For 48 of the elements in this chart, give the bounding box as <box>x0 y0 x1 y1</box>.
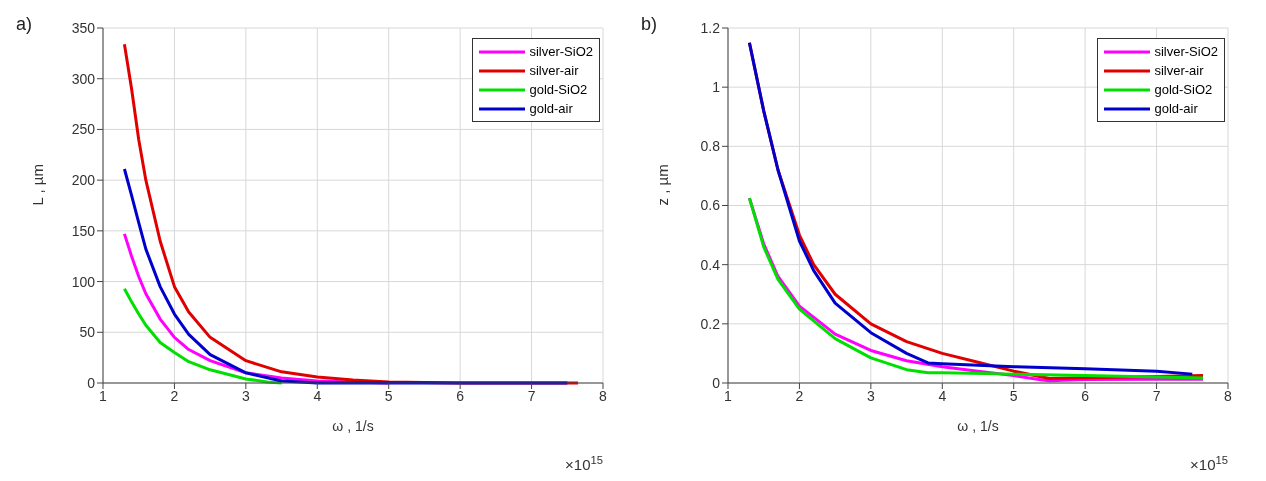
x-tick-label: 2 <box>170 387 179 404</box>
legend-label: silver-air <box>529 63 579 78</box>
chart-title: a) <box>16 14 33 34</box>
x-tick-label: 4 <box>938 387 947 404</box>
y-tick-label: 0.6 <box>700 197 721 214</box>
y-tick-label: 200 <box>71 172 96 189</box>
x-tick-label: 7 <box>1152 387 1161 404</box>
x-tick-label: 2 <box>795 387 804 404</box>
legend-label: gold-SiO2 <box>529 82 588 97</box>
x-tick-label: 4 <box>313 387 322 404</box>
y-tick-label: 1 <box>712 79 721 96</box>
y-axis-title: L , µm <box>29 164 47 206</box>
x-tick-label: 5 <box>384 387 393 404</box>
x-tick-label: 3 <box>866 387 875 404</box>
text: ×10$^{15}$ <box>565 454 603 473</box>
x-axis-title: ω , 1/s <box>957 418 999 434</box>
legend-label: silver-SiO2 <box>529 44 593 59</box>
line-series <box>122 167 569 385</box>
y-tick-label: 0.8 <box>700 138 721 155</box>
x-tick-label: 8 <box>599 387 608 404</box>
y-tick-label: 100 <box>71 273 96 290</box>
x-tick-label: 8 <box>1224 387 1233 404</box>
x-tick-label: 7 <box>527 387 536 404</box>
y-tick-label: 1.2 <box>700 19 721 36</box>
legend-label: gold-SiO2 <box>1154 82 1213 97</box>
x-tick-label: 3 <box>241 387 250 404</box>
y-axis-title: z , µm <box>654 164 672 206</box>
x-tick-label: 1 <box>724 387 733 404</box>
y-tick-label: 0 <box>712 374 721 391</box>
legend-label: gold-air <box>529 101 573 116</box>
legend-label: gold-air <box>1154 101 1198 116</box>
chart-title: b) <box>641 14 658 34</box>
x-tick-label: 5 <box>1009 387 1018 404</box>
legend-label: silver-air <box>1154 63 1204 78</box>
y-tick-label: 0 <box>87 374 96 391</box>
x-tick-label: 1 <box>99 387 108 404</box>
text: ×10$^{15}$ <box>1190 454 1228 473</box>
y-tick-label: 50 <box>79 324 96 341</box>
y-tick-label: 250 <box>71 121 96 138</box>
y-tick-label: 150 <box>71 222 96 239</box>
legend-label: silver-SiO2 <box>1154 44 1218 59</box>
y-tick-label: 0.4 <box>700 256 721 273</box>
y-tick-label: 300 <box>71 70 96 87</box>
x-tick-label: 6 <box>456 387 465 404</box>
x-axis-title: ω , 1/s <box>332 418 374 434</box>
y-tick-label: 0.2 <box>700 315 721 332</box>
y-tick-label: 350 <box>71 19 96 36</box>
x-tick-label: 6 <box>1081 387 1090 404</box>
